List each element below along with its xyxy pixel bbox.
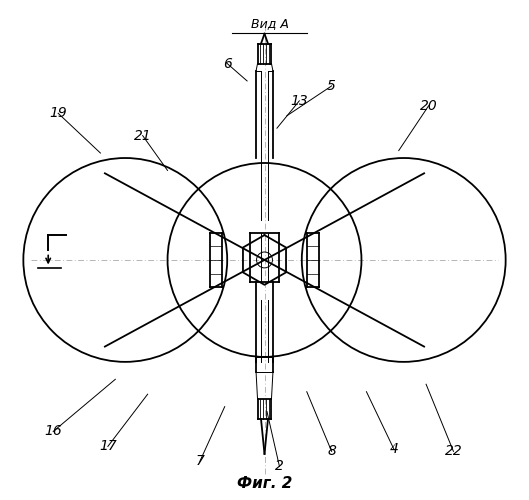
Text: 19: 19: [49, 106, 67, 120]
Text: 6: 6: [223, 56, 232, 70]
Text: 7: 7: [195, 454, 204, 468]
Text: 2: 2: [275, 460, 284, 473]
Text: Фиг. 2: Фиг. 2: [237, 476, 292, 491]
Text: 8: 8: [327, 444, 336, 458]
Text: 13: 13: [290, 94, 308, 108]
Text: 16: 16: [44, 424, 62, 438]
Text: 17: 17: [99, 440, 117, 454]
Text: 5: 5: [327, 79, 336, 93]
Text: 20: 20: [419, 99, 437, 113]
Text: Вид А: Вид А: [251, 18, 288, 30]
Text: 21: 21: [134, 128, 151, 142]
Text: 22: 22: [444, 444, 462, 458]
Text: 4: 4: [389, 442, 398, 456]
